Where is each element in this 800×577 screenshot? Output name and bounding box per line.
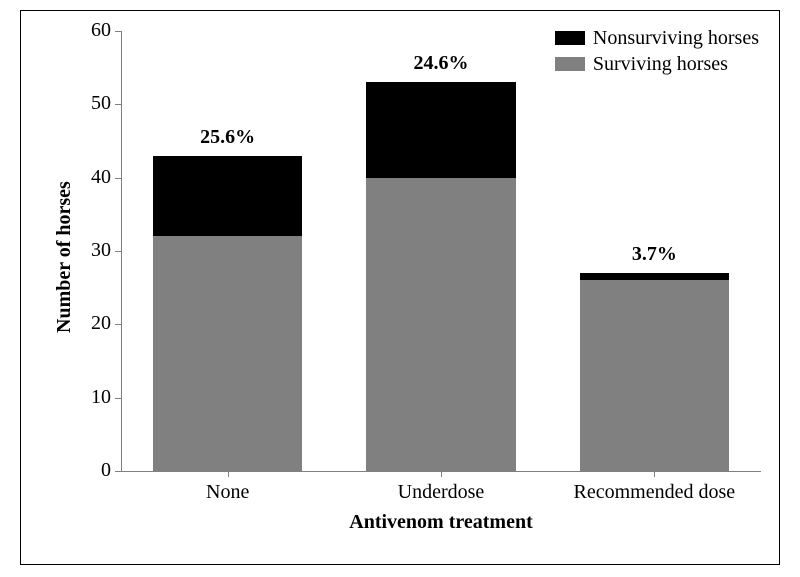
y-axis-line — [121, 31, 122, 471]
x-tick-label: Recommended dose — [534, 481, 774, 504]
x-tick — [654, 471, 655, 477]
y-tick — [115, 104, 121, 105]
y-tick-label: 20 — [71, 312, 111, 335]
legend-label: Nonsurviving horses — [593, 27, 759, 50]
y-tick — [115, 324, 121, 325]
bar-segment — [153, 156, 302, 237]
x-tick-label: Underdose — [321, 481, 561, 504]
legend: Nonsurviving horses Surviving horses — [555, 25, 759, 77]
bar-segment — [366, 82, 515, 177]
y-axis-title: Number of horses — [53, 181, 76, 333]
y-tick-label: 10 — [71, 386, 111, 409]
legend-item: Surviving horses — [555, 51, 759, 77]
y-tick — [115, 31, 121, 32]
bar-segment — [366, 178, 515, 471]
y-tick — [115, 178, 121, 179]
y-tick — [115, 398, 121, 399]
bar-percent-label: 25.6% — [168, 126, 288, 149]
legend-label: Surviving horses — [593, 53, 728, 76]
x-tick — [441, 471, 442, 477]
bar-percent-label: 3.7% — [594, 243, 714, 266]
y-tick — [115, 251, 121, 252]
chart-frame: 0 10 20 30 40 50 60 None 25.6% Underdose 24.6% Reco… — [20, 10, 780, 565]
x-tick-label: None — [108, 481, 348, 504]
legend-item: Nonsurviving horses — [555, 25, 759, 51]
bar-percent-label: 24.6% — [381, 52, 501, 75]
y-tick-label: 30 — [71, 239, 111, 262]
x-tick — [228, 471, 229, 477]
y-tick-label: 60 — [71, 19, 111, 42]
legend-swatch — [555, 31, 585, 45]
x-axis-title: Antivenom treatment — [331, 511, 551, 534]
legend-swatch — [555, 57, 585, 71]
y-tick-label: 40 — [71, 166, 111, 189]
bar-segment — [153, 236, 302, 471]
y-tick-label: 50 — [71, 92, 111, 115]
bar-segment — [580, 280, 729, 471]
y-tick-label: 0 — [71, 459, 111, 482]
y-tick — [115, 471, 121, 472]
plot-area: 0102030405060None25.6%Underdose24.6%Reco… — [121, 31, 761, 471]
bar-segment — [580, 273, 729, 280]
